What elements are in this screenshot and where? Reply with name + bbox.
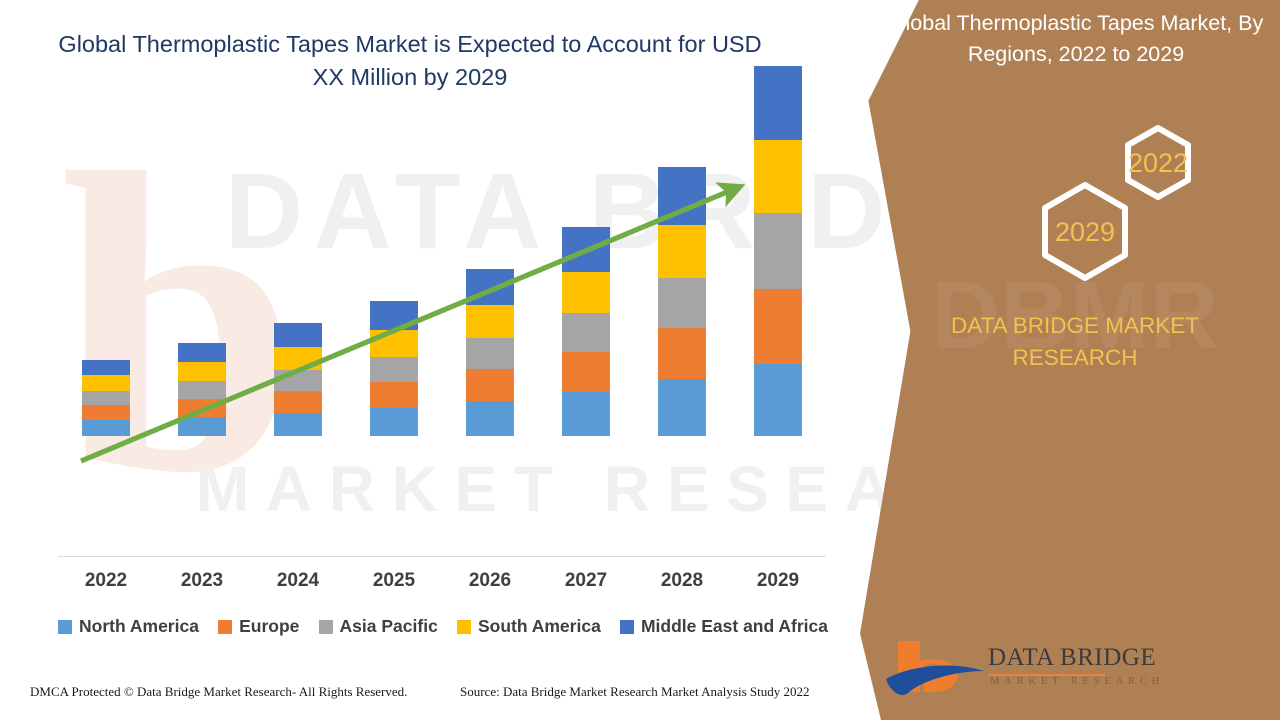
- legend-item[interactable]: South America: [456, 616, 601, 637]
- bar-segment: [562, 352, 610, 392]
- bar-segment: [370, 330, 418, 357]
- bar-segment: [466, 269, 514, 305]
- legend-label: North America: [79, 616, 199, 636]
- legend-label: Europe: [239, 616, 300, 636]
- bar-segment: [658, 225, 706, 278]
- hexagon-2029-label: 2029: [1055, 217, 1115, 247]
- bar-segment: [82, 420, 130, 436]
- chart-legend: North America Europe Asia Pacific South Ame…: [58, 616, 828, 637]
- bar-segment: [82, 375, 130, 391]
- hexagon-2022-shape: [1125, 125, 1191, 200]
- bar-column: [178, 343, 226, 436]
- bar-segment: [466, 305, 514, 338]
- brand-name-line2: RESEARCH: [1012, 344, 1138, 370]
- bar-column: [82, 360, 130, 436]
- x-axis-label: 2026: [468, 570, 512, 591]
- logo-divider: [989, 674, 1105, 676]
- panel-title: Global Thermoplastic Tapes Market, By Re…: [888, 11, 1264, 66]
- bar-segment: [658, 328, 706, 379]
- bar-segment: [754, 140, 802, 213]
- bar-segment: [562, 392, 610, 436]
- hexagon-badges: 2022 2029: [1042, 125, 1191, 281]
- bar-segment: [178, 417, 226, 436]
- legend-swatch-icon: [58, 619, 72, 634]
- growth-arrow-icon: [80, 182, 746, 464]
- bar-segment: [466, 338, 514, 369]
- bar-segment: [370, 357, 418, 382]
- legend-item[interactable]: North America: [58, 616, 199, 637]
- bar-segment: [274, 391, 322, 413]
- x-axis-label: 2027: [564, 570, 608, 591]
- bar-segment: [754, 66, 802, 140]
- bar-segment: [466, 369, 514, 401]
- legend-swatch-icon: [318, 619, 333, 634]
- legend-swatch-icon: [218, 619, 233, 634]
- bar-segment: [658, 167, 706, 225]
- bar-segment: [370, 382, 418, 408]
- legend-item[interactable]: Middle East and Africa: [619, 616, 828, 637]
- bar-segment: [370, 408, 418, 436]
- x-axis-label: 2022: [84, 570, 128, 591]
- bar-segment: [178, 362, 226, 381]
- stacked-bar-chart: 2022 2023 2024 2025 2026 2027 2028 2029: [58, 66, 826, 591]
- bar-segment: [754, 213, 802, 289]
- brand-name: DATA BRIDGE MARKET RESEARCH: [880, 310, 1270, 374]
- bar-segment: [658, 278, 706, 328]
- page-title: Global Thermoplastic Tapes Market is Exp…: [58, 31, 762, 91]
- bar-segment: [178, 381, 226, 399]
- bar-segment: [274, 413, 322, 436]
- data-bridge-logo-icon: [886, 641, 984, 696]
- x-axis-label: 2025: [372, 570, 416, 591]
- bar-column: [562, 227, 610, 436]
- bar-segment: [370, 301, 418, 330]
- legend-label: South America: [477, 616, 601, 636]
- footer-source: Source: Data Bridge Market Research Mark…: [460, 684, 810, 699]
- brand-name-line1: DATA BRIDGE MARKET: [951, 313, 1199, 338]
- bar-segment: [178, 343, 226, 362]
- bar-segment: [562, 227, 610, 272]
- x-axis-label: 2028: [660, 570, 704, 591]
- x-axis-label: 2023: [180, 570, 224, 591]
- bar-segment: [82, 360, 130, 375]
- logo-wordmark: DATA BRIDGE: [988, 644, 1157, 671]
- legend-swatch-icon: [619, 619, 634, 634]
- bar-segment: [274, 370, 322, 391]
- legend-item[interactable]: Europe: [218, 616, 299, 637]
- legend-swatch-icon: [456, 619, 471, 634]
- bar-column: [466, 269, 514, 436]
- bar-segment: [562, 313, 610, 352]
- bar-segment: [274, 347, 322, 370]
- bar-column: [274, 323, 322, 436]
- bar-segment: [754, 289, 802, 364]
- right-brand-panel: DBMR Global Thermoplastic Tapes Market, …: [860, 0, 1280, 720]
- bar-segment: [562, 272, 610, 313]
- legend-label: Middle East and Africa: [640, 616, 828, 636]
- legend-label: Asia Pacific: [339, 616, 438, 636]
- bar-column: [370, 301, 418, 436]
- bar-segment: [82, 405, 130, 420]
- hexagon-2022-label: 2022: [1128, 148, 1188, 178]
- hexagon-2029-shape: [1042, 182, 1128, 281]
- chart-baseline-axis: [58, 556, 826, 557]
- footer-copyright: DMCA Protected © Data Bridge Market Rese…: [30, 684, 408, 699]
- legend-item[interactable]: Asia Pacific: [318, 616, 438, 637]
- bar-segment: [82, 391, 130, 405]
- bar-column: [658, 167, 706, 436]
- x-axis-label: 2029: [756, 570, 800, 591]
- logo-subtitle: MARKET RESEARCH: [990, 676, 1165, 687]
- logo-mark-blue: [886, 665, 984, 696]
- x-axis-label: 2024: [276, 570, 320, 591]
- bar-segment: [658, 379, 706, 436]
- bar-segment: [178, 399, 226, 417]
- bar-segment: [274, 323, 322, 347]
- bar-segment: [466, 401, 514, 436]
- bar-column: [754, 66, 802, 436]
- bar-segment: [754, 364, 802, 436]
